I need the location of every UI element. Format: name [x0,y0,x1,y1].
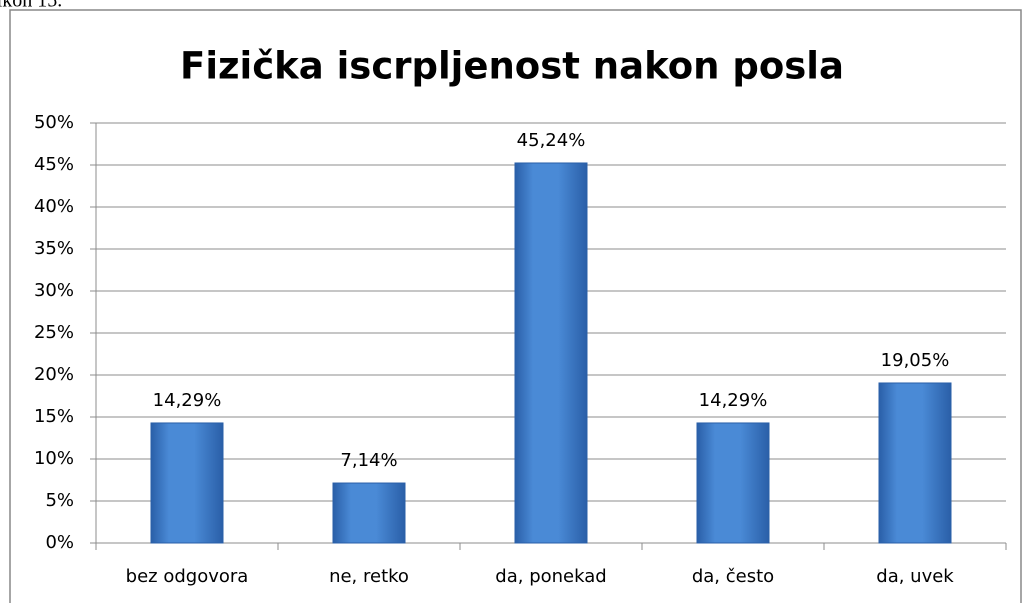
data-label: 45,24% [517,130,586,151]
x-tick-label: bez odgovora [126,566,249,587]
caption: Grafikon 15. [0,0,62,12]
x-tick-label: da, ponekad [495,566,606,587]
y-tick-label: 20% [34,364,74,385]
bar [150,422,224,544]
y-tick-label: 40% [34,196,74,217]
x-tick-label: da, uvek [876,566,954,587]
data-label: 7,14% [340,450,397,471]
y-tick-label: 30% [34,280,74,301]
y-tick-label: 25% [34,322,74,343]
bar [696,422,770,544]
bar [332,482,406,544]
chart-title: Fizička iscrpljenost nakon posla [180,45,844,88]
x-tick-label: ne, retko [329,566,409,587]
bar [878,382,952,544]
y-tick-label: 5% [45,490,74,511]
y-tick-label: 45% [34,154,74,175]
data-label: 19,05% [881,350,950,371]
data-label: 14,29% [153,390,222,411]
y-tick-label: 0% [45,532,74,553]
y-tick-label: 15% [34,406,74,427]
x-tick-label: da, često [692,566,774,587]
y-tick-label: 10% [34,448,74,469]
data-label: 14,29% [699,390,768,411]
bar [514,162,588,544]
y-tick-label: 35% [34,238,74,259]
y-tick-label: 50% [34,112,74,133]
